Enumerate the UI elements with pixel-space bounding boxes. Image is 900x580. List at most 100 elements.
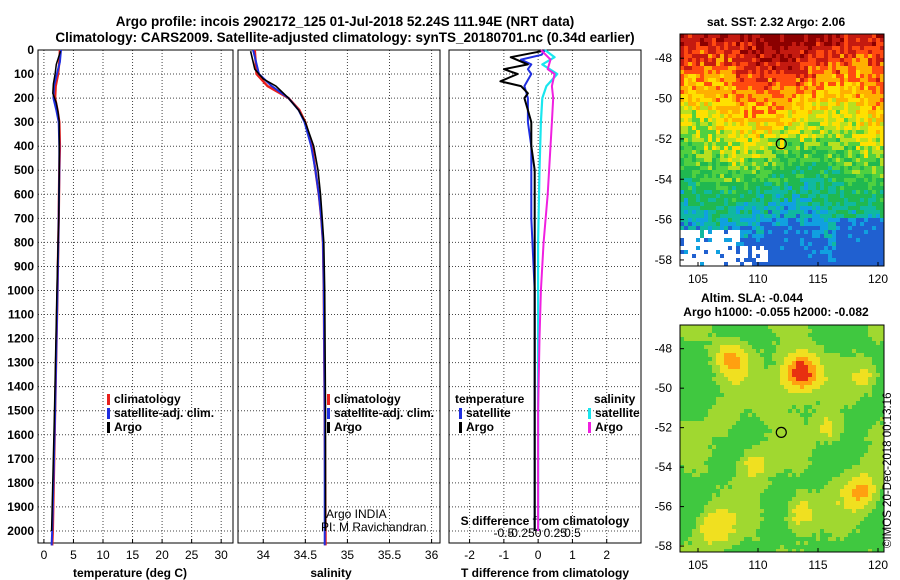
map-cell <box>724 353 728 357</box>
map-cell <box>692 250 696 254</box>
map-cell <box>804 373 808 377</box>
map-cell <box>808 74 812 78</box>
map-cell <box>824 50 828 54</box>
map-cell <box>864 42 868 46</box>
map-cell <box>848 34 852 38</box>
map-cell <box>712 262 716 266</box>
map-cell <box>824 42 828 46</box>
map-cell <box>736 401 740 405</box>
map-cell <box>720 34 724 38</box>
map-cell <box>860 158 864 162</box>
map-cell <box>796 46 800 50</box>
map-cell <box>764 469 768 473</box>
map-cell <box>832 154 836 158</box>
map-cell <box>876 238 880 242</box>
map-cell <box>724 198 728 202</box>
map-cell <box>740 385 744 389</box>
map-cell <box>748 198 752 202</box>
map-cell <box>748 214 752 218</box>
map-cell <box>696 246 700 250</box>
map-cell <box>840 42 844 46</box>
map-cell <box>728 246 732 250</box>
map-cell <box>792 174 796 178</box>
map-cell <box>704 381 708 385</box>
map-cell <box>796 54 800 58</box>
map-cell <box>684 174 688 178</box>
map-cell <box>828 78 832 82</box>
map-cell <box>792 246 796 250</box>
map-cell <box>740 162 744 166</box>
map-cell <box>684 433 688 437</box>
map-cell <box>780 74 784 78</box>
map-cell <box>752 218 756 222</box>
map-cell <box>788 126 792 130</box>
map-cell <box>784 42 788 46</box>
map-cell <box>724 66 728 70</box>
map-cell <box>752 134 756 138</box>
map-cell <box>788 222 792 226</box>
map-cell <box>764 214 768 218</box>
map-cell <box>796 98 800 102</box>
map-cell <box>744 258 748 262</box>
map-cell <box>692 533 696 537</box>
map-cell <box>768 182 772 186</box>
map-cell <box>868 178 872 182</box>
map-cell <box>684 437 688 441</box>
map-cell <box>792 493 796 497</box>
map-cell <box>760 481 764 485</box>
map-cell <box>796 182 800 186</box>
map-cell <box>880 262 884 266</box>
map-cell <box>732 445 736 449</box>
map-cell <box>748 497 752 501</box>
map-cell <box>680 549 684 552</box>
map-cell <box>692 461 696 465</box>
map-cell <box>748 250 752 254</box>
map-cell <box>880 126 884 130</box>
map-cell <box>696 537 700 541</box>
map-cell <box>788 86 792 90</box>
map-cell <box>760 102 764 106</box>
map-cell <box>828 94 832 98</box>
map-cell <box>712 254 716 258</box>
map-cell <box>848 226 852 230</box>
map-cell <box>876 98 880 102</box>
map-cell <box>812 58 816 62</box>
map-cell <box>692 186 696 190</box>
map-cell <box>828 210 832 214</box>
map-cell <box>840 70 844 74</box>
map-cell <box>860 90 864 94</box>
map-cell <box>812 94 816 98</box>
map-cell <box>692 413 696 417</box>
map-cell <box>720 361 724 365</box>
map-cell <box>716 481 720 485</box>
map-cell <box>740 142 744 146</box>
map-cell <box>856 198 860 202</box>
map-cell <box>784 122 788 126</box>
map-cell <box>880 186 884 190</box>
map-cell <box>700 178 704 182</box>
map-cell <box>784 246 788 250</box>
map-cell <box>792 381 796 385</box>
map-cell <box>768 425 772 429</box>
map-cell <box>768 254 772 258</box>
map-cell <box>788 477 792 481</box>
map-cell <box>732 425 736 429</box>
map-cell <box>688 397 692 401</box>
map-cell <box>808 150 812 154</box>
map-cell <box>788 357 792 361</box>
map-cell <box>804 146 808 150</box>
map-cell <box>760 194 764 198</box>
map-cell <box>868 58 872 62</box>
map-cell <box>780 102 784 106</box>
map-cell <box>812 118 816 122</box>
map-cell <box>712 417 716 421</box>
map-cell <box>732 234 736 238</box>
map-cell <box>732 210 736 214</box>
map-cell <box>684 413 688 417</box>
map-cell <box>860 114 864 118</box>
map-cell <box>784 178 788 182</box>
map-cell <box>824 190 828 194</box>
map-cell <box>792 397 796 401</box>
map-cell <box>696 254 700 258</box>
map-cell <box>760 545 764 549</box>
